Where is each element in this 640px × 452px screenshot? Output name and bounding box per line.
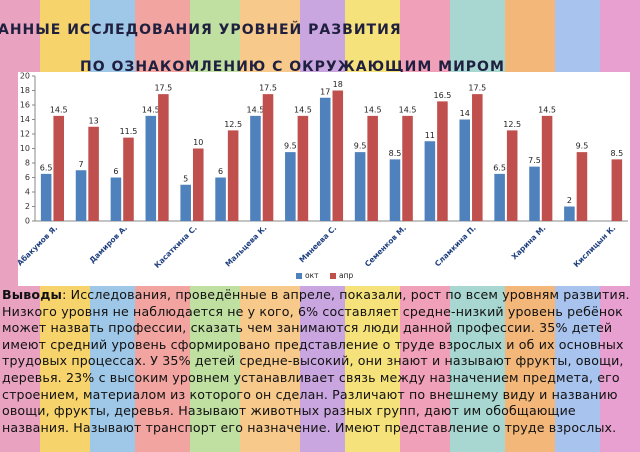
value-label: 14.5 [142,105,160,114]
bar [319,97,331,221]
value-label: 14.5 [399,105,417,114]
y-tick-label: 8 [25,159,30,168]
value-label: 8.5 [389,149,402,158]
bar [437,101,448,221]
value-label: 10 [193,138,203,147]
y-tick-label: 4 [25,188,30,197]
y-tick-label: 18 [20,86,30,95]
value-label: 17.5 [154,84,172,93]
y-tick-label: 16 [20,101,30,110]
bar [285,152,296,221]
bar [53,115,64,221]
bar [332,90,344,221]
bar [110,177,122,221]
subtitle: ПО ОЗНАКОМЛЕНИЮ С ОКРУЖАЮЩИМ МИРОМ [80,59,505,75]
value-label: 16.5 [434,91,452,100]
bar [506,130,518,221]
legend-label: апр [339,271,353,280]
value-label: 5 [183,174,188,183]
value-label: 9.5 [576,142,589,151]
value-label: 14.5 [538,105,556,114]
value-label: 11 [425,131,435,140]
bar [75,170,87,221]
bar [88,126,99,221]
value-label: 6 [113,167,118,176]
bar [424,141,436,221]
value-label: 14.5 [50,105,68,114]
value-label: 2 [567,196,572,205]
bar [123,137,134,221]
value-label: 17.5 [468,84,486,93]
bar [459,119,471,221]
value-label: 6.5 [493,163,506,172]
value-label: 8.5 [610,149,623,158]
value-label: 12.5 [503,120,521,129]
bar [192,148,204,221]
bar [389,159,401,221]
legend-swatch [330,273,336,279]
value-label: 13 [89,116,99,125]
bar [402,115,413,221]
bar [576,152,588,221]
value-label: 17.5 [259,84,277,93]
bar [158,94,169,221]
value-label: 7 [78,160,83,169]
bar [367,115,378,221]
bar [250,115,261,221]
legend-label: окт [305,271,319,280]
y-tick-label: 10 [20,144,30,153]
bar [354,152,366,221]
bar [180,184,191,221]
bar [564,206,575,221]
title: АННЫЕ ИССЛЕДОВАНИЯ УРОВНЕЙ РАЗВИТИЯ [0,21,402,38]
bar [472,94,483,221]
value-label: 6 [218,167,223,176]
bar [297,115,309,221]
conclusions-label: Выводы [2,287,63,302]
bar [40,173,52,221]
bar [529,166,540,221]
value-label: 11.5 [120,127,138,136]
legend-swatch [296,273,302,279]
value-label: 18 [333,80,343,89]
y-tick-label: 20 [20,72,30,81]
value-label: 14.5 [364,105,382,114]
bar [227,130,239,221]
value-label: 9.5 [284,142,297,151]
value-label: 14.5 [247,105,265,114]
value-label: 14 [460,109,470,118]
y-tick-label: 6 [25,173,30,182]
value-label: 9.5 [354,142,367,151]
y-tick-label: 0 [25,217,30,226]
value-label: 17 [320,87,330,96]
bar [145,115,157,221]
bar [262,94,274,221]
bar [494,173,505,221]
bar [611,159,623,221]
y-tick-label: 14 [20,115,30,124]
value-label: 12.5 [224,120,242,129]
value-label: 6.5 [40,163,53,172]
y-tick-label: 2 [25,202,30,211]
bar [215,177,226,221]
bar [541,115,553,221]
value-label: 14.5 [294,105,312,114]
conclusions-text: : Исследования, проведённые в апреле, по… [2,287,630,435]
conclusions: Выводы: Исследования, проведённые в апре… [0,287,640,436]
y-tick-label: 12 [20,130,30,139]
value-label: 7.5 [528,156,541,165]
